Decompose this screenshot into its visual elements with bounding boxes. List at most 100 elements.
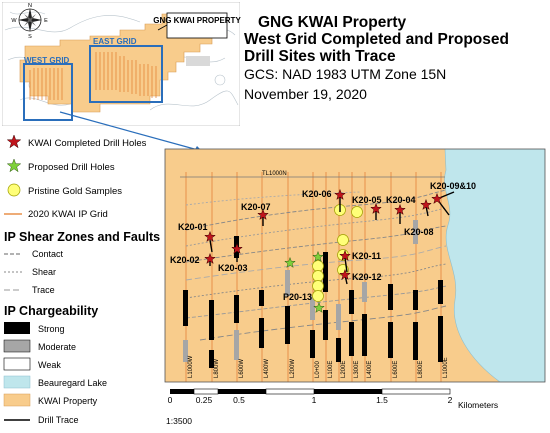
inset-map: N S E W <box>2 2 240 126</box>
legend-drill-trace: Drill Trace <box>38 415 79 425</box>
completed-star <box>339 249 351 262</box>
line-label: L600W <box>239 359 245 378</box>
legend-lake-swatch <box>3 375 31 389</box>
inset-grid-lines <box>29 52 157 100</box>
scale-bar <box>170 388 451 395</box>
line-label: L0+00 <box>315 360 321 378</box>
legend-weak-swatch <box>3 357 31 371</box>
title-line-3: Drill Sites with Trace <box>244 48 396 65</box>
line-label: L400E <box>367 361 373 378</box>
completed-star <box>231 242 243 255</box>
compass-e: E <box>44 18 48 24</box>
date-text: November 19, 2020 <box>244 86 367 102</box>
inset-west-grid-label: WEST GRID <box>24 56 70 65</box>
hole-label-k20-08: K20-08 <box>404 227 434 237</box>
legend-moderate-swatch <box>3 339 31 353</box>
map-title: GNG KWAI Property West Grid Completed an… <box>244 14 544 65</box>
line-label: L1000W <box>188 355 194 378</box>
inset-east-grid-box <box>89 45 163 103</box>
inset-leader-line <box>59 111 199 151</box>
legend-shear-heading: IP Shear Zones and Faults <box>4 230 160 244</box>
line-labels: L1000W L800W L600W L400W L200W L0+00 L10… <box>188 355 449 378</box>
scale-tick: 2 <box>448 395 453 405</box>
line-label: L800W <box>214 359 220 378</box>
legend-moderate: Moderate <box>38 342 76 352</box>
hole-label-k20-06: K20-06 <box>302 189 332 199</box>
hole-label-k20-01: K20-01 <box>178 222 208 232</box>
compass-s: S <box>28 34 32 40</box>
inset-east-grid-label: EAST GRID <box>93 37 137 46</box>
line-label: L400W <box>264 359 270 378</box>
scale-unit: Kilometers <box>458 400 498 410</box>
hole-label-k20-03: K20-03 <box>218 263 248 273</box>
legend-proposed: Proposed Drill Holes <box>28 162 115 173</box>
proposed-star <box>312 250 324 263</box>
hole-labels: K20-01 K20-02 K20-03 K20-07 K20-06 K20-0… <box>170 181 476 302</box>
hole-label-k20-11: K20-11 <box>352 251 381 261</box>
line-label: L100E <box>328 361 334 378</box>
title-line-1: GNG KWAI Property <box>258 14 407 31</box>
scale-tick: 1 <box>312 395 317 405</box>
completed-star <box>257 208 269 221</box>
line-label: L200E <box>341 361 347 378</box>
line-label: L800E <box>418 361 424 378</box>
scale-ticks: 0 0.25 0.5 1 1.5 2 <box>168 395 453 405</box>
legend-charge-heading: IP Chargeability <box>4 304 98 318</box>
legend-completed-star-icon <box>6 134 22 149</box>
legend-completed: KWAI Completed Drill Holes <box>28 138 147 149</box>
completed-star <box>204 252 216 265</box>
completed-star <box>334 188 346 201</box>
proposed-drill-holes <box>284 250 325 314</box>
projection-text: GCS: NAD 1983 UTM Zone 15N <box>244 66 447 82</box>
compass-rose-icon <box>18 8 42 32</box>
pristine-gold-samples <box>312 204 363 302</box>
inset-water-patch <box>186 56 210 66</box>
completed-star <box>370 202 382 215</box>
legend-ip-grid: 2020 KWAI IP Grid <box>28 209 108 220</box>
legend-pristine-icon <box>7 183 21 197</box>
proposed-star <box>284 256 296 269</box>
completed-star <box>431 192 443 205</box>
line-label: L300E <box>354 361 360 378</box>
inset-property-label-text: GNG KWAI PROPERTY <box>153 16 241 25</box>
hole-label-k20-09-10: K20-09&10 <box>430 181 476 191</box>
scale-tick: 0.5 <box>233 395 245 405</box>
line-label: L200W <box>290 359 296 378</box>
completed-star <box>420 198 432 211</box>
legend-property-swatch <box>3 393 31 407</box>
line-label: L1000E <box>443 357 449 378</box>
completed-star <box>339 268 351 281</box>
inset-west-grid-box <box>23 63 73 121</box>
hole-label-k20-05: K20-05 <box>352 195 382 205</box>
hole-label-p20-13: P20-13 <box>283 292 312 302</box>
beauregard-lake <box>444 149 545 382</box>
legend-strong: Strong <box>38 324 65 334</box>
scale-tick: 1.5 <box>376 395 388 405</box>
hole-label-k20-07: K20-07 <box>241 202 271 212</box>
legend-trace: Trace <box>32 285 55 295</box>
legend: KWAI Completed Drill Holes Proposed Dril… <box>3 134 160 425</box>
inset-property-callout <box>166 12 228 39</box>
legend-pristine: Pristine Gold Samples <box>28 186 122 197</box>
baseline-label: TL1000N <box>262 171 287 177</box>
title-line-2: West Grid Completed and Proposed <box>244 31 509 48</box>
scale-tick: 0.25 <box>196 395 213 405</box>
hole-label-k20-04: K20-04 <box>386 195 416 205</box>
completed-star <box>394 203 406 216</box>
main-map-frame <box>164 148 546 383</box>
main-map: K20-01 K20-02 K20-03 K20-07 K20-06 K20-0… <box>165 149 545 382</box>
chargeability-bars <box>183 220 443 368</box>
legend-contact: Contact <box>32 249 64 259</box>
completed-drill-holes <box>204 188 443 281</box>
completed-star <box>204 230 216 243</box>
compass-n: N <box>28 3 32 9</box>
scale-ratio: 1:3500 <box>166 416 192 426</box>
legend-shear: Shear <box>32 267 56 277</box>
scale-tick: 0 <box>168 395 173 405</box>
hole-label-k20-02: K20-02 <box>170 255 200 265</box>
legend-lake: Beauregard Lake <box>38 378 107 388</box>
line-label: L600E <box>393 361 399 378</box>
legend-strong-swatch <box>4 322 30 334</box>
compass-w: W <box>11 18 17 24</box>
